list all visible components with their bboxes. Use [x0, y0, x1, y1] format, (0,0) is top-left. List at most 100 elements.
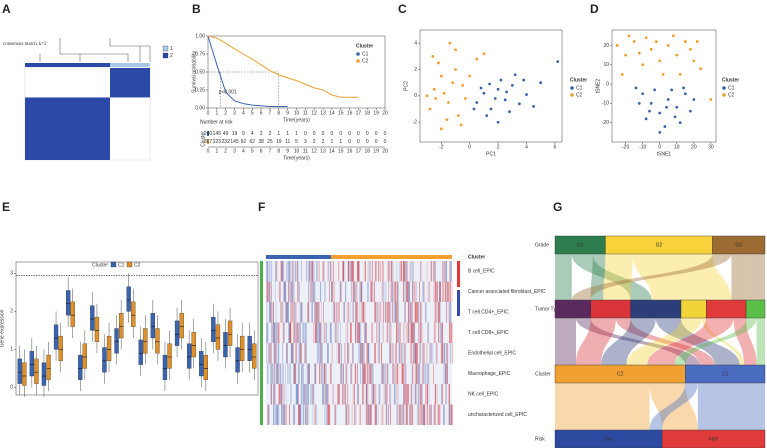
heatmap-texture	[331, 384, 333, 405]
heatmap-texture	[396, 363, 398, 384]
heatmap-texture	[410, 322, 412, 343]
heatmap-texture	[358, 343, 360, 364]
point	[503, 98, 507, 102]
row-label: B cell_EPIC	[468, 269, 495, 275]
heatmap-texture	[355, 322, 357, 343]
point	[434, 97, 438, 100]
heatmap-texture	[371, 363, 373, 384]
heatmap-texture	[442, 343, 443, 364]
heatmap-texture	[427, 363, 429, 384]
heatmap-texture	[293, 404, 295, 425]
heatmap-texture	[355, 363, 356, 384]
flow	[571, 254, 732, 300]
x-tick-label: 13	[320, 110, 326, 116]
heatmap-texture	[363, 302, 365, 323]
point	[689, 47, 692, 51]
heatmap-texture	[371, 322, 373, 343]
heatmap-texture	[268, 281, 270, 302]
heatmap-texture	[406, 281, 408, 302]
heatmap-texture	[383, 384, 385, 405]
heatmap-texture	[451, 322, 453, 343]
heatmap-texture	[346, 404, 348, 425]
heatmap-texture	[341, 281, 342, 302]
row-label: T cell CD4+_EPIC	[468, 310, 509, 316]
risk-count: 367	[204, 139, 213, 145]
heatmap-texture	[392, 261, 394, 282]
box	[131, 301, 136, 327]
heatmap-texture	[301, 302, 303, 323]
heatmap-texture	[312, 302, 313, 323]
risk-count: 0	[384, 131, 387, 137]
risk-x-tick-label: 16	[347, 148, 353, 154]
point	[689, 109, 692, 113]
heatmap-texture	[272, 322, 274, 343]
heatmap-texture	[438, 302, 440, 323]
node	[685, 364, 766, 384]
heatmap-texture	[392, 302, 394, 323]
heatmap-texture	[397, 302, 399, 323]
heatmap-texture	[269, 343, 271, 364]
flow	[555, 254, 572, 300]
heatmap-texture	[356, 363, 358, 384]
heatmap-texture	[411, 302, 412, 323]
heatmap-texture	[367, 404, 369, 425]
heatmap-texture	[311, 281, 312, 302]
heatmap-texture	[365, 363, 367, 384]
heatmap-texture	[384, 384, 386, 405]
risk-x-tick-label: 9	[286, 148, 289, 154]
flow	[756, 318, 765, 365]
risk-count: 1	[277, 131, 280, 137]
heatmap-texture	[359, 302, 361, 323]
heatmap-texture	[382, 404, 384, 425]
heatmap-texture	[328, 261, 330, 282]
heatmap-texture	[450, 404, 452, 425]
heatmap-texture	[375, 404, 377, 425]
heatmap-texture	[380, 302, 382, 323]
heatmap-texture	[418, 322, 420, 343]
heatmap-texture	[334, 322, 336, 343]
heatmap-texture	[391, 281, 393, 302]
legend-label: C2	[362, 58, 369, 64]
heatmap-texture	[299, 404, 301, 425]
heatmap-texture	[410, 302, 411, 323]
point	[673, 115, 677, 119]
heatmap-texture	[374, 261, 376, 282]
heatmap-texture	[408, 302, 410, 323]
heatmap-texture	[271, 261, 273, 282]
x-tick-label: 7	[269, 110, 272, 116]
heatmap-texture	[412, 363, 414, 384]
heatmap-texture	[449, 343, 451, 364]
heatmap-texture	[413, 343, 415, 364]
heatmap-texture	[299, 322, 301, 343]
heatmap-texture	[280, 302, 281, 323]
heatmap-texture	[449, 261, 451, 282]
heatmap-texture	[340, 363, 341, 384]
heatmap-texture	[367, 404, 369, 425]
heatmap-texture	[422, 404, 424, 425]
heatmap-texture	[400, 343, 402, 364]
p-value: p<0.001	[219, 89, 237, 95]
box	[199, 351, 204, 377]
x-tick-label: 5	[251, 110, 254, 116]
risk-count: 0	[375, 131, 378, 137]
risk-count: 0	[375, 139, 378, 145]
point	[682, 86, 686, 90]
heatmap-texture	[306, 343, 307, 364]
heatmap-texture	[335, 302, 337, 323]
heatmap-texture	[400, 322, 401, 343]
heatmap-texture	[275, 343, 277, 364]
heatmap-texture	[359, 404, 361, 425]
box	[167, 343, 172, 369]
heatmap-texture	[395, 302, 397, 323]
heatmap-texture	[315, 404, 317, 425]
heatmap-texture	[381, 363, 383, 384]
risk-x-tick-label: 3	[233, 148, 236, 154]
dendrogram	[59, 38, 129, 62]
heatmap-texture	[448, 384, 450, 405]
heatmap-texture	[442, 322, 443, 343]
heatmap-texture	[418, 384, 420, 405]
y-tick-label: 4	[414, 41, 417, 47]
point	[695, 40, 699, 43]
heatmap-texture	[297, 384, 299, 405]
heatmap-texture	[321, 343, 323, 364]
